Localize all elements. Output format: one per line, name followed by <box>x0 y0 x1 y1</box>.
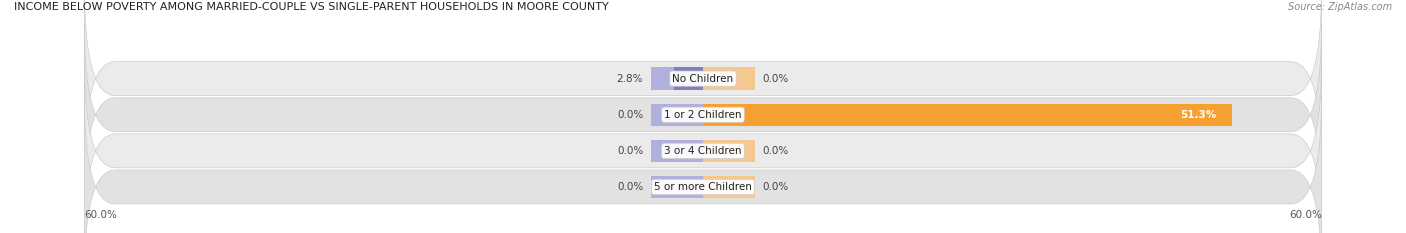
FancyBboxPatch shape <box>84 59 1322 233</box>
Text: Source: ZipAtlas.com: Source: ZipAtlas.com <box>1288 2 1392 12</box>
Text: 3 or 4 Children: 3 or 4 Children <box>664 146 742 156</box>
Text: 0.0%: 0.0% <box>763 74 789 84</box>
FancyBboxPatch shape <box>84 23 1322 206</box>
Text: INCOME BELOW POVERTY AMONG MARRIED-COUPLE VS SINGLE-PARENT HOUSEHOLDS IN MOORE C: INCOME BELOW POVERTY AMONG MARRIED-COUPL… <box>14 2 609 12</box>
Text: 60.0%: 60.0% <box>1289 210 1322 220</box>
Bar <box>703 103 1232 126</box>
Text: 60.0%: 60.0% <box>84 210 117 220</box>
Text: 0.0%: 0.0% <box>617 110 643 120</box>
Text: 5 or more Children: 5 or more Children <box>654 182 752 192</box>
Text: 0.0%: 0.0% <box>763 182 789 192</box>
Text: 2.8%: 2.8% <box>617 74 643 84</box>
FancyBboxPatch shape <box>84 96 1322 233</box>
Bar <box>703 103 1232 126</box>
Text: 1 or 2 Children: 1 or 2 Children <box>664 110 742 120</box>
FancyBboxPatch shape <box>84 0 1322 170</box>
Bar <box>703 67 755 90</box>
Bar <box>703 176 755 198</box>
Text: 0.0%: 0.0% <box>617 182 643 192</box>
Text: 0.0%: 0.0% <box>617 146 643 156</box>
Bar <box>651 176 703 198</box>
Bar <box>651 67 703 90</box>
Bar <box>673 67 703 90</box>
Text: 0.0%: 0.0% <box>763 146 789 156</box>
Bar <box>651 103 703 126</box>
Text: 51.3%: 51.3% <box>1180 110 1216 120</box>
Text: No Children: No Children <box>672 74 734 84</box>
Bar <box>703 140 755 162</box>
Bar <box>651 140 703 162</box>
